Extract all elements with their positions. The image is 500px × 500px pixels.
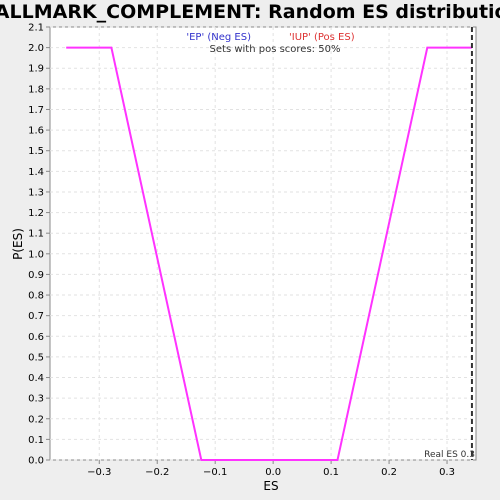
x-tick-label: 0.1 [323, 467, 339, 478]
legend-neg-label: 'EP' (Neg ES) [186, 32, 251, 43]
real-es-label: Real ES 0.3 [424, 450, 475, 460]
y-tick-label: 0.5 [28, 352, 44, 363]
plot-area [49, 26, 477, 461]
series-line [66, 46, 472, 461]
axes: 0.0 0.1 0.2 0.3 0.4 0.5 0.6 0.7 0.8 0.9 1.0 1.1 1.2 1… [28, 23, 455, 479]
y-tick-label: 0.7 [28, 311, 44, 322]
y-tick-label: 1.6 [28, 126, 44, 137]
y-tick-label: 1.8 [28, 84, 44, 95]
x-tick-label: −0.1 [203, 467, 227, 478]
y-tick-label: 1.4 [28, 167, 44, 178]
y-tick-label: 1.1 [28, 229, 44, 240]
y-tick-label: 0.0 [28, 456, 44, 467]
x-tick-label: −0.2 [145, 467, 169, 478]
x-tick-label: 0.2 [381, 467, 397, 478]
y-tick-label: 0.3 [28, 394, 44, 405]
y-axis-label: P(ES) [11, 228, 25, 260]
x-tick-label: −0.3 [87, 467, 111, 478]
y-tick-label: 0.6 [28, 332, 44, 343]
x-tick-label: 0.0 [265, 467, 281, 478]
y-tick-label: 1.0 [28, 249, 44, 260]
legend-pos-label: 'IUP' (Pos ES) [289, 32, 355, 43]
chart-title: HALLMARK_COMPLEMENT: Random ES distribut… [0, 1, 500, 23]
y-tick-label: 2.1 [28, 23, 44, 34]
y-tick-label: 0.8 [28, 291, 44, 302]
y-tick-label: 1.7 [28, 105, 44, 116]
y-tick-label: 0.4 [28, 373, 44, 384]
y-tick-label: 1.5 [28, 146, 44, 157]
legend-subtitle: Sets with pos scores: 50% [210, 44, 341, 55]
y-tick-label: 0.2 [28, 414, 44, 425]
y-tick-label: 1.2 [28, 208, 44, 219]
series-layer [66, 46, 472, 461]
real-es-layer: Real ES 0.3 [424, 27, 475, 460]
y-tick-label: 0.9 [28, 270, 44, 281]
x-axis-label: ES [263, 479, 278, 493]
y-tick-label: 1.3 [28, 187, 44, 198]
x-tick-label: 0.3 [439, 467, 455, 478]
y-tick-label: 2.0 [28, 43, 44, 54]
y-tick-label: 0.1 [28, 435, 44, 446]
y-tick-label: 1.9 [28, 64, 44, 75]
